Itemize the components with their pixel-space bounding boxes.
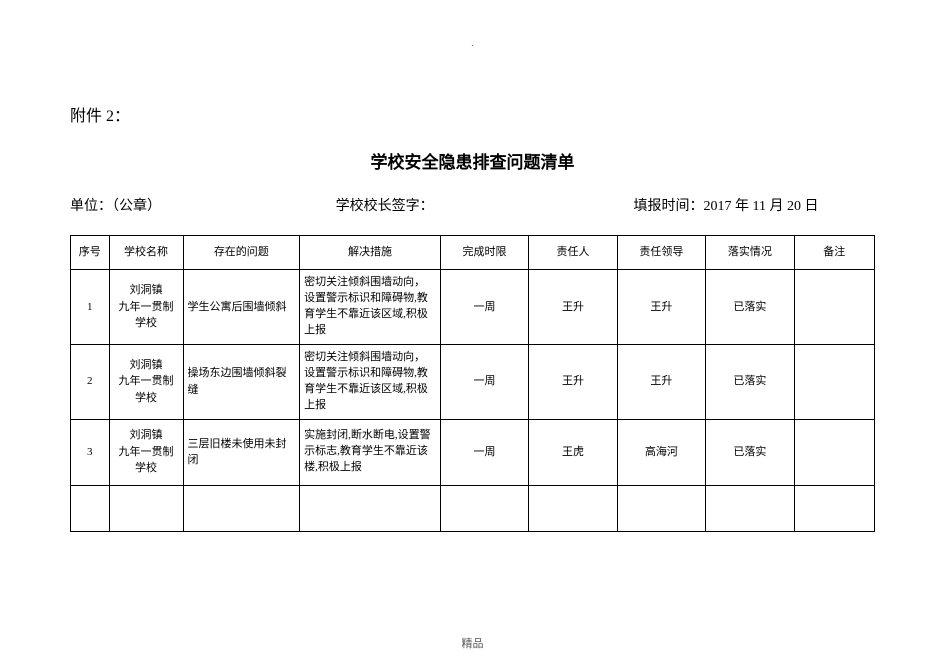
attachment-label: 附件 2： bbox=[70, 102, 875, 126]
cell-seq: 3 bbox=[71, 419, 110, 485]
cell-empty bbox=[706, 485, 794, 531]
cell-seq: 1 bbox=[71, 270, 110, 345]
th-seq: 序号 bbox=[71, 236, 110, 270]
table-row-empty bbox=[71, 485, 875, 531]
cell-person: 王虎 bbox=[529, 419, 617, 485]
top-marker: · bbox=[70, 40, 875, 52]
cell-status: 已落实 bbox=[706, 419, 794, 485]
footer-label: 精品 bbox=[0, 635, 945, 651]
cell-remark bbox=[794, 270, 874, 345]
cell-empty bbox=[440, 485, 528, 531]
th-measure: 解决措施 bbox=[300, 236, 441, 270]
th-school: 学校名称 bbox=[109, 236, 183, 270]
cell-problem: 操场东边围墙倾斜裂缝 bbox=[183, 344, 300, 419]
cell-status: 已落实 bbox=[706, 270, 794, 345]
table-header-row: 序号 学校名称 存在的问题 解决措施 完成时限 责任人 责任领导 落实情况 备注 bbox=[71, 236, 875, 270]
cell-leader: 王升 bbox=[617, 270, 705, 345]
cell-empty bbox=[794, 485, 874, 531]
info-row: 单位：（公章） 学校校长签字： 填报时间：2017 年 11 月 20 日 bbox=[70, 195, 875, 215]
table-row: 2刘洞镇 九年一贯制 学校操场东边围墙倾斜裂缝密切关注倾斜围墙动向，设置警示标识… bbox=[71, 344, 875, 419]
cell-empty bbox=[300, 485, 441, 531]
issues-table: 序号 学校名称 存在的问题 解决措施 完成时限 责任人 责任领导 落实情况 备注… bbox=[70, 235, 875, 532]
cell-seq: 2 bbox=[71, 344, 110, 419]
cell-person: 王升 bbox=[529, 270, 617, 345]
cell-empty bbox=[529, 485, 617, 531]
cell-problem: 学生公寓后围墙倾斜 bbox=[183, 270, 300, 345]
th-problem: 存在的问题 bbox=[183, 236, 300, 270]
cell-remark bbox=[794, 419, 874, 485]
table-body: 1刘洞镇 九年一贯制 学校学生公寓后围墙倾斜密切关注倾斜围墙动向，设置警示标识和… bbox=[71, 270, 875, 532]
th-status: 落实情况 bbox=[706, 236, 794, 270]
cell-empty bbox=[71, 485, 110, 531]
table-row: 1刘洞镇 九年一贯制 学校学生公寓后围墙倾斜密切关注倾斜围墙动向，设置警示标识和… bbox=[71, 270, 875, 345]
cell-measure: 密切关注倾斜围墙动向，设置警示标识和障碍物,教育学生不靠近该区域,积极上报 bbox=[300, 270, 441, 345]
th-person: 责任人 bbox=[529, 236, 617, 270]
th-deadline: 完成时限 bbox=[440, 236, 528, 270]
th-remark: 备注 bbox=[794, 236, 874, 270]
cell-status: 已落实 bbox=[706, 344, 794, 419]
cell-empty bbox=[109, 485, 183, 531]
cell-deadline: 一周 bbox=[440, 419, 528, 485]
cell-measure: 密切关注倾斜围墙动向，设置警示标识和障碍物,教育学生不靠近该区域,积极上报 bbox=[300, 344, 441, 419]
cell-problem: 三层旧楼未使用未封闭 bbox=[183, 419, 300, 485]
cell-person: 王升 bbox=[529, 344, 617, 419]
cell-school: 刘洞镇 九年一贯制 学校 bbox=[109, 270, 183, 345]
cell-empty bbox=[617, 485, 705, 531]
cell-empty bbox=[183, 485, 300, 531]
unit-label: 单位：（公章） bbox=[70, 195, 336, 215]
date-label: 填报时间：2017 年 11 月 20 日 bbox=[633, 195, 875, 215]
cell-school: 刘洞镇 九年一贯制 学校 bbox=[109, 419, 183, 485]
cell-leader: 王升 bbox=[617, 344, 705, 419]
cell-deadline: 一周 bbox=[440, 344, 528, 419]
cell-deadline: 一周 bbox=[440, 270, 528, 345]
sign-label: 学校校长签字： bbox=[336, 195, 634, 215]
page-title: 学校安全隐患排查问题清单 bbox=[70, 148, 875, 173]
cell-school: 刘洞镇 九年一贯制 学校 bbox=[109, 344, 183, 419]
cell-remark bbox=[794, 344, 874, 419]
cell-measure: 实施封闭,断水断电,设置警示标志,教育学生不靠近该楼,积极上报 bbox=[300, 419, 441, 485]
th-leader: 责任领导 bbox=[617, 236, 705, 270]
cell-leader: 高海河 bbox=[617, 419, 705, 485]
table-row: 3刘洞镇 九年一贯制 学校三层旧楼未使用未封闭实施封闭,断水断电,设置警示标志,… bbox=[71, 419, 875, 485]
